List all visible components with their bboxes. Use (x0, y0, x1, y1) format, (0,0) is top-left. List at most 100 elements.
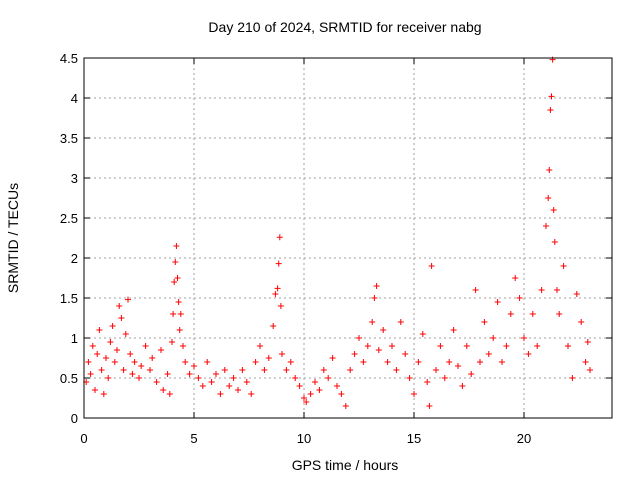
data-point (582, 359, 589, 365)
x-axis-label: GPS time / hours (292, 457, 399, 473)
data-point (424, 379, 431, 385)
data-point (578, 319, 585, 325)
data-point (516, 295, 523, 301)
data-point (548, 93, 555, 100)
data-point (551, 239, 558, 245)
data-point (538, 287, 545, 293)
data-point (274, 285, 281, 292)
data-point (441, 375, 448, 381)
data-point (176, 327, 183, 333)
data-point (195, 375, 202, 381)
data-point (459, 383, 466, 389)
data-point (100, 391, 107, 397)
data-point (292, 375, 299, 381)
data-point (521, 335, 527, 341)
data-point (96, 327, 103, 333)
data-point (303, 399, 310, 405)
data-point (550, 207, 557, 213)
data-point (587, 367, 593, 373)
y-tick-label: 3 (71, 171, 78, 186)
data-point (490, 335, 497, 341)
data-point (105, 375, 112, 381)
data-point (468, 371, 475, 377)
data-point (239, 367, 246, 373)
data-point (158, 347, 164, 353)
y-tick-label: 3.5 (60, 131, 78, 146)
data-point (120, 367, 127, 373)
data-point (529, 311, 536, 317)
data-point (356, 335, 362, 341)
data-point (277, 303, 284, 309)
data-point (301, 395, 307, 401)
data-point (481, 319, 488, 325)
x-tick-label: 20 (517, 431, 531, 446)
data-point (342, 403, 349, 409)
data-point (437, 343, 444, 349)
data-point (338, 391, 345, 397)
y-tick-label: 2 (71, 251, 78, 266)
data-point (477, 359, 483, 365)
data-point (446, 359, 453, 365)
data-point (415, 359, 422, 365)
data-point (360, 359, 367, 365)
data-point (384, 359, 391, 365)
tick-labels: 0 0.5 1 1.5 2 2.5 3 3.5 4 4.5 0 5 10 15 20 (60, 51, 531, 446)
data-point (243, 379, 250, 385)
data-point (307, 391, 314, 397)
data-point (107, 339, 114, 345)
data-point (428, 263, 435, 269)
data-point (565, 343, 571, 349)
data-point (170, 311, 177, 317)
data-point (547, 107, 554, 113)
data-point (419, 331, 426, 337)
data-point (92, 387, 98, 393)
data-point (98, 367, 105, 373)
data-point (556, 311, 563, 317)
data-point (114, 347, 120, 353)
data-point (169, 339, 175, 345)
data-point (230, 375, 237, 381)
data-point (287, 359, 294, 365)
chart-title: Day 210 of 2024, SRMTID for receiver nab… (208, 19, 481, 35)
data-point (371, 295, 378, 301)
data-point (94, 351, 101, 357)
data-point (160, 387, 167, 393)
data-point (109, 323, 116, 329)
data-point (499, 359, 505, 365)
data-point (573, 291, 580, 297)
data-point (186, 371, 193, 377)
data-point (199, 383, 206, 389)
data-point (316, 387, 323, 393)
data-point (433, 367, 439, 373)
data-point (257, 343, 263, 349)
data-point (426, 403, 433, 409)
data-point (118, 315, 125, 321)
data-point (111, 359, 118, 365)
data-point (329, 355, 336, 361)
data-point (122, 331, 129, 337)
data-point (411, 391, 417, 397)
data-point (485, 351, 492, 357)
data-point (221, 367, 228, 373)
data-point (252, 359, 259, 365)
y-tick-label: 1 (71, 331, 78, 346)
data-point (450, 327, 457, 333)
data-point (369, 319, 376, 325)
data-point (87, 371, 94, 377)
data-point (325, 375, 332, 381)
data-point (129, 371, 136, 377)
data-point (275, 260, 282, 267)
data-point (534, 343, 541, 349)
data-point (177, 311, 184, 317)
data-point (235, 387, 241, 393)
data-point (147, 367, 153, 373)
data-point (270, 323, 277, 329)
data-point (320, 367, 327, 373)
grid (84, 58, 612, 418)
data-point (554, 287, 560, 293)
data-point (116, 303, 123, 309)
data-point (226, 383, 233, 389)
data-point (375, 347, 382, 353)
data-point (138, 363, 145, 369)
data-point (406, 375, 413, 381)
